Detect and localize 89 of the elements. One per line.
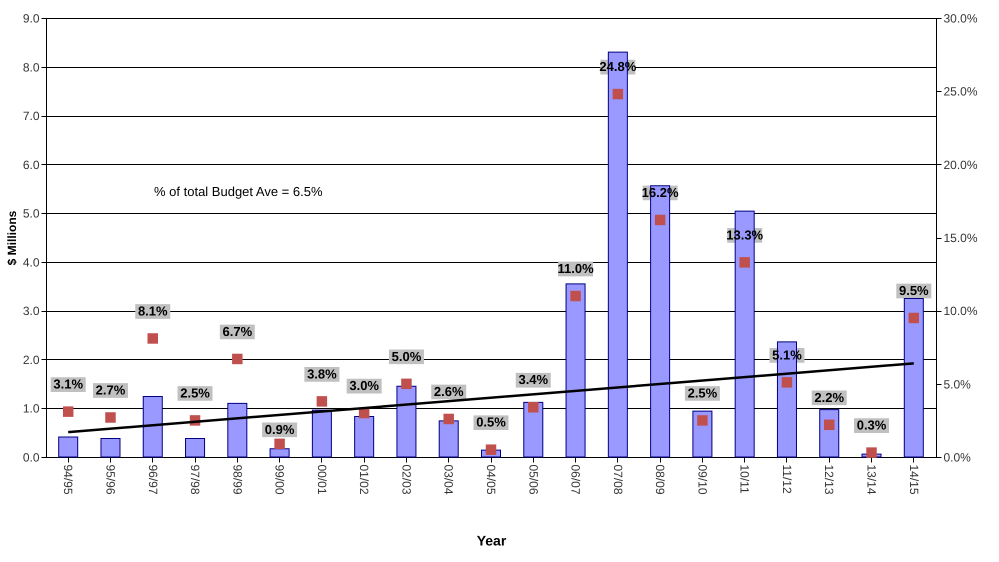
x-tick-label: 06/07 [568,464,583,495]
data-label: 0.9% [264,422,295,437]
y-tick-label: 4.0 [22,255,40,270]
data-label: 6.7% [222,324,253,339]
x-tick-label: 07/08 [610,464,625,495]
point [570,290,581,302]
point [866,447,877,458]
point [148,333,158,344]
y-tick-label: 8.0 [22,60,40,74]
y-tick-label: 6.0 [22,158,40,172]
point [782,377,792,388]
point [824,420,834,430]
y2-tick-label: 5.0% [944,377,972,392]
point [105,412,116,423]
x-tick-label: 00/01 [314,464,329,495]
point [739,257,750,268]
bar [312,410,332,458]
data-label: 9.5% [898,282,930,298]
x-tick-label: 14/15 [906,464,921,495]
data-label: 5.0% [392,348,422,364]
y-tick-label: 2.0 [22,352,40,367]
bar [396,386,416,458]
x-tick-label: 13/14 [864,464,879,495]
y-tick-label: 0.0 [22,450,40,464]
y2-tick-label: 30.0% [944,12,978,26]
y-axis-title: $ Millions [4,210,19,266]
y-tick-label: 9.0 [22,12,40,26]
point [612,88,624,100]
data-label: 2.7% [96,382,126,398]
y2-tick-label: 15.0% [944,231,978,245]
bar [566,283,586,458]
point [443,414,454,424]
data-label: 2.2% [814,390,844,405]
bar [270,448,290,458]
x-tick-label: 94/95 [61,464,76,495]
y-tick-label: 7.0 [22,109,40,124]
x-tick-label: 96/97 [146,464,160,495]
x-tick-label: 97/98 [188,464,202,495]
y-tick-label: 5.0 [22,206,40,221]
y2-tick-label: 20.0% [944,158,978,172]
data-label: 3.0% [349,378,380,394]
annotation: % of total Budget Ave = 6.5% [154,184,323,199]
y2-tick-label: 0.0% [944,450,972,464]
y2-tick-label: 25.0% [944,84,978,99]
x-tick-label: 12/13 [822,464,836,495]
data-label: 3.8% [307,366,338,382]
point [401,378,412,390]
y-tick-label: 3.0 [22,304,40,318]
bar [142,396,163,458]
x-tick-label: 01/02 [357,464,372,495]
point [908,312,920,324]
x-tick-label: 08/09 [653,464,668,495]
bar [354,416,374,458]
bar [227,402,248,458]
data-label: 0.5% [476,414,506,430]
x-tick-label: 98/99 [230,464,244,495]
y-tick-label: 1.0 [22,402,40,416]
x-tick-label: 09/10 [695,464,710,495]
point [697,415,708,426]
y2-tick-label: 10.0% [944,304,978,318]
point [316,396,328,407]
bar [58,436,78,458]
x-tick-label: 11/12 [780,464,794,494]
x-axis-title: Year [476,532,507,549]
x-tick-label: 02/03 [399,464,414,495]
x-tick-label: 04/05 [484,464,498,495]
x-tick-label: 05/06 [526,464,540,495]
bar [100,438,120,458]
bar [185,438,206,458]
point [62,406,74,417]
x-tick-label: 10/11 [738,464,752,494]
data-label: 11.0% [557,261,594,276]
x-tick-label: 95/96 [103,464,118,495]
point [486,444,496,455]
bar [438,420,459,458]
point [528,402,539,412]
data-label: 3.1% [53,376,84,392]
data-label: 2.5% [688,385,718,400]
x-tick-label: 03/04 [442,464,456,495]
bar [523,402,544,458]
point [654,214,666,226]
point [232,354,243,364]
data-label: 3.4% [518,372,549,388]
x-tick-label: 99/00 [272,464,287,495]
data-label: 2.5% [180,385,210,400]
data-label: 2.6% [434,384,464,399]
data-label: 0.3% [856,418,887,433]
data-label: 8.1% [138,303,168,318]
point [274,438,285,450]
